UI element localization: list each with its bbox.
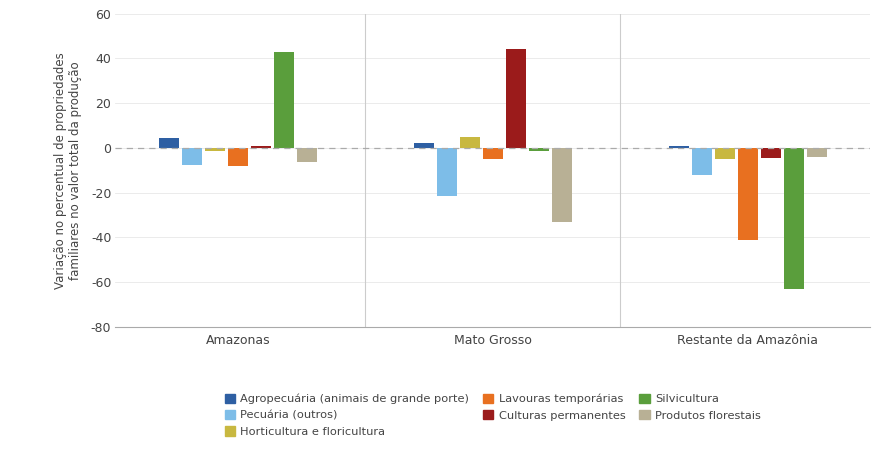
Bar: [783, 148, 804, 289]
Bar: [274, 52, 294, 148]
Bar: [669, 146, 689, 148]
Bar: [250, 146, 271, 148]
Bar: [738, 148, 758, 240]
Bar: [414, 143, 434, 148]
Bar: [182, 148, 202, 165]
Y-axis label: Variação no percentual de propriedades
familiares no valor total da produção: Variação no percentual de propriedades f…: [54, 52, 83, 289]
Bar: [505, 49, 526, 148]
Legend: Agropecuária (animais de grande porte), Pecuária (outros), Horticultura e floric: Agropecuária (animais de grande porte), …: [220, 389, 765, 441]
Bar: [227, 148, 248, 166]
Bar: [528, 148, 549, 151]
Bar: [437, 148, 457, 196]
Bar: [806, 148, 827, 157]
Bar: [460, 137, 480, 148]
Bar: [159, 138, 179, 148]
Bar: [297, 148, 317, 163]
Bar: [715, 148, 735, 159]
Bar: [692, 148, 712, 175]
Bar: [551, 148, 572, 222]
Bar: [205, 148, 225, 151]
Bar: [761, 148, 781, 158]
Bar: [483, 148, 503, 159]
